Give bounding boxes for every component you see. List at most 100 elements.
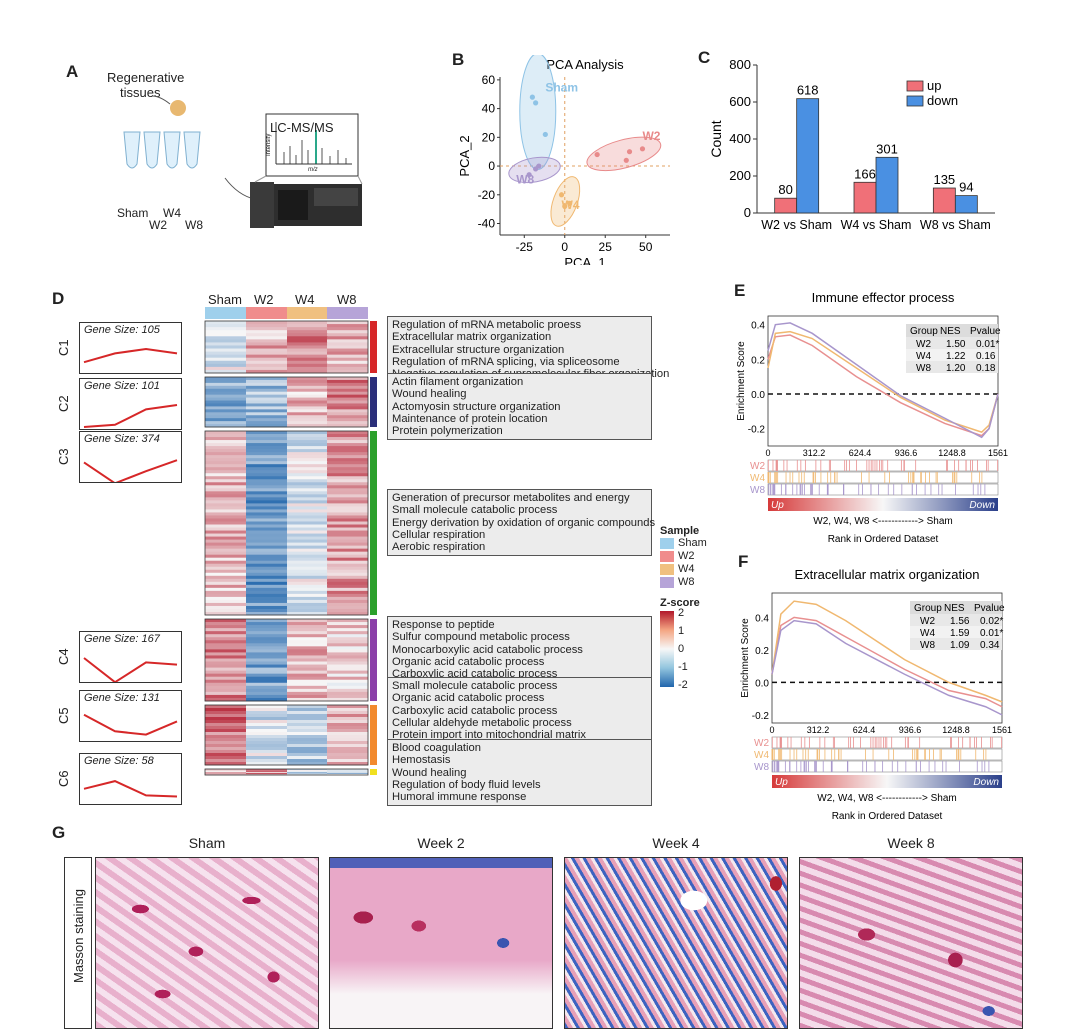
heatmap-cell xyxy=(246,569,287,574)
heatmap-cell xyxy=(327,512,368,516)
heatmap-cell xyxy=(205,476,246,480)
heatmap-cell xyxy=(246,711,287,715)
heatmap-cell xyxy=(205,503,246,507)
bar-value-label: 618 xyxy=(797,83,819,98)
gsea-e-track-label: W4 xyxy=(750,473,765,484)
pca-ytick: 60 xyxy=(482,73,496,87)
heatmap-cell xyxy=(327,339,368,343)
heatmap-cell xyxy=(246,360,287,365)
go-term-box: Actin filament organization Wound healing… xyxy=(387,373,652,441)
heatmap-cell xyxy=(287,479,328,483)
heatmap-cell xyxy=(205,596,246,601)
heatmap-cell xyxy=(287,649,328,653)
heatmap-cell xyxy=(205,488,246,492)
heatmap-cell xyxy=(246,455,287,459)
heatmap-cell xyxy=(327,640,368,644)
cluster-color-bar xyxy=(370,431,377,615)
heatmap-cell xyxy=(246,584,287,589)
gsea-e-table-cell: 1.20 xyxy=(946,363,966,374)
heatmap-cell xyxy=(287,509,328,513)
gsea-e-ytick: 0.0 xyxy=(751,390,765,401)
heatmap-cell xyxy=(287,658,328,662)
gsea-e-table-cell: 1.22 xyxy=(946,351,966,362)
heatmap-cell xyxy=(205,333,246,337)
heatmap-cell xyxy=(246,400,287,404)
heatmap-cell xyxy=(246,717,287,721)
pca-point xyxy=(639,146,646,152)
heatmap-cell xyxy=(205,491,246,495)
heatmap-cell xyxy=(205,773,246,775)
heatmap-cell xyxy=(327,403,368,407)
heatmap-cell xyxy=(327,750,368,754)
gsea-e-title: Immune effector process xyxy=(812,290,955,305)
masson-image-sham xyxy=(95,857,319,1029)
pca-group-label: Sham xyxy=(545,80,578,94)
heatmap-cell xyxy=(246,747,287,751)
heatmap-cell xyxy=(287,584,328,589)
heatmap-cell xyxy=(327,500,368,504)
heatmap-cell xyxy=(327,394,368,398)
heatmap-cell xyxy=(205,628,246,632)
heatmap-cell xyxy=(205,769,246,771)
heatmap-cell xyxy=(246,705,287,709)
heatmap-cell xyxy=(205,744,246,748)
gsea-e-xtick: 0 xyxy=(765,448,770,458)
pca-point xyxy=(567,200,573,206)
heatmap-cell xyxy=(287,321,328,325)
heatmap-cell xyxy=(246,575,287,580)
heatmap-cell xyxy=(246,773,287,775)
heatmap-cell xyxy=(205,682,246,687)
heatmap-cell xyxy=(205,566,246,571)
cluster-color-bar xyxy=(370,321,377,373)
heatmap-cell xyxy=(246,363,287,368)
heatmap-cell xyxy=(287,717,328,721)
heatmap-cell xyxy=(246,691,287,696)
heatmap-cell xyxy=(327,545,368,550)
heatmap-cell xyxy=(246,750,287,754)
go-term: Response to peptide xyxy=(392,619,495,631)
gsea-f-rank-gradient xyxy=(772,775,1002,788)
heatmap-cell xyxy=(205,354,246,359)
masson-image-week8 xyxy=(799,857,1023,1029)
pca-xtick: -25 xyxy=(516,240,534,254)
heatmap-cell xyxy=(327,753,368,757)
heatmap-cell xyxy=(205,608,246,613)
heatmap-cell xyxy=(327,673,368,678)
panel-a-workflow: Regenerative tissues LC-MS/MS In xyxy=(90,60,380,240)
heatmap-cell xyxy=(205,679,246,684)
heatmap-cell xyxy=(287,494,328,498)
heatmap-cell xyxy=(327,619,368,623)
heatmap-cell xyxy=(205,640,246,644)
heatmap-cell xyxy=(327,593,368,598)
heatmap-cell xyxy=(205,406,246,410)
heatmap-cell xyxy=(327,664,368,668)
zscore-legend: Z-score 2 1 0 -1 -2 xyxy=(660,597,700,691)
heatmap-cell xyxy=(205,539,246,544)
heatmap-cell xyxy=(287,605,328,610)
gsea-extracellular-matrix: Extracellular matrix organization 0.4 0.2 0… xyxy=(740,567,1012,822)
masson-row-label: Masson staining xyxy=(71,889,86,983)
heatmap-cell xyxy=(327,769,368,771)
heatmap-cell xyxy=(327,608,368,613)
heatmap-cell xyxy=(287,769,328,771)
heatmap-cell xyxy=(327,694,368,699)
heatmap-cell xyxy=(327,661,368,665)
heatmap-cell xyxy=(287,563,328,568)
heatmap-cell xyxy=(246,521,287,525)
heatmap-cell xyxy=(246,551,287,556)
go-term: Monocarboxylic acid catabolic process xyxy=(392,643,583,656)
heatmap-cell xyxy=(246,418,287,422)
heatmap-cell xyxy=(287,446,328,450)
zscore-tick: 0 xyxy=(678,643,685,655)
heatmap-cell xyxy=(246,345,287,349)
heatmap-cell xyxy=(205,720,246,724)
gsea-e-track-label: W2 xyxy=(750,461,765,472)
workflow-drawing xyxy=(123,95,363,228)
heatmap-cell xyxy=(205,747,246,751)
heatmap-cell xyxy=(287,741,328,745)
heatmap-cell xyxy=(287,726,328,730)
heatmap-cell xyxy=(327,360,368,365)
heatmap-cell xyxy=(287,503,328,507)
heatmap-cell xyxy=(327,723,368,727)
gsea-e-up-label: Up xyxy=(771,500,784,511)
